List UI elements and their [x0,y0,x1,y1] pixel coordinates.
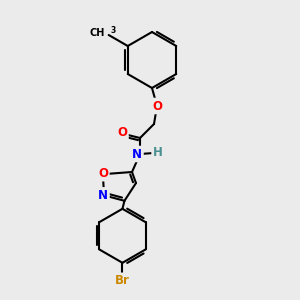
Text: O: O [98,167,108,180]
Text: H: H [153,146,163,160]
Text: O: O [152,100,162,112]
Text: Br: Br [115,274,130,287]
Text: N: N [132,148,142,160]
Text: N: N [98,189,108,202]
Text: CH: CH [89,28,105,38]
Text: 3: 3 [111,26,116,35]
Text: O: O [117,127,127,140]
